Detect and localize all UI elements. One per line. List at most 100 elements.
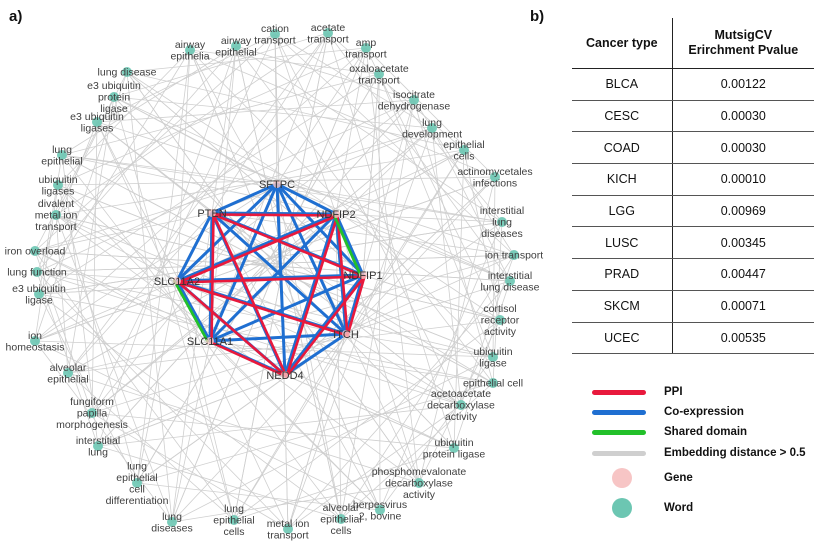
word-node xyxy=(51,210,61,220)
embedding-edge xyxy=(274,33,337,215)
embedding-edge xyxy=(171,356,494,523)
embedding-edge xyxy=(113,96,455,449)
word-node xyxy=(495,315,505,325)
pvalue-cell: 0.00535 xyxy=(672,322,814,355)
coexpression-edge xyxy=(210,211,338,216)
embedding-edge xyxy=(57,184,381,511)
word-label: cortisol receptor activity xyxy=(481,303,520,338)
embedding-edge xyxy=(96,121,213,214)
ppi-edge xyxy=(212,213,288,378)
table-row: KICH 0.00010 xyxy=(572,163,814,196)
coexpression-edge xyxy=(175,279,212,343)
word-node xyxy=(375,505,385,515)
word-label: iron overload xyxy=(5,246,66,258)
embedding-edge xyxy=(113,96,433,129)
embedding-edge xyxy=(176,280,235,521)
legend-label: Embedding distance > 0.5 xyxy=(664,447,806,459)
coexpression-edge xyxy=(208,182,279,343)
embedding-edge xyxy=(284,374,455,449)
word-label: metal ion transport xyxy=(267,518,310,542)
word-node xyxy=(109,92,119,102)
word-node xyxy=(488,352,498,362)
word-node xyxy=(449,443,459,453)
embedding-edge xyxy=(233,333,347,521)
table-row: CESC 0.00030 xyxy=(572,100,814,133)
embedding-edge xyxy=(189,49,494,358)
gene-label: NDFIP2 xyxy=(316,209,355,221)
gene-edges xyxy=(173,182,366,378)
header-pvalue-text: MutsigCV Erirchment Pvalue xyxy=(688,28,799,57)
embedding-edge xyxy=(91,412,289,530)
embedding-edge xyxy=(38,73,380,295)
ppi-edge xyxy=(346,275,366,337)
embedding-edge xyxy=(209,340,381,511)
ppi-edge xyxy=(210,213,215,344)
legend-line-swatch xyxy=(592,389,646,395)
word-label: ubiquitin ligases xyxy=(38,174,77,198)
embedding-edge xyxy=(55,214,173,523)
embedding-edge xyxy=(113,96,511,282)
word-node xyxy=(336,514,346,524)
embedding-edge xyxy=(171,340,211,523)
embedding-edge xyxy=(36,271,178,282)
embedding-edge xyxy=(57,49,191,186)
embedding-edge xyxy=(340,254,515,520)
embedding-edge xyxy=(34,212,213,252)
word-node xyxy=(270,29,280,39)
word-label: lung development xyxy=(402,117,462,141)
cancer-type-cell: UCEC xyxy=(572,322,673,355)
cancer-type-cell: CESC xyxy=(572,100,673,133)
embedding-edge xyxy=(211,32,329,214)
gene-label: NEDD4 xyxy=(266,370,303,382)
word-label: cation transport xyxy=(254,23,296,47)
embedding-edge xyxy=(97,45,237,447)
embedding-edge xyxy=(189,49,496,178)
embedding-edge xyxy=(113,96,278,185)
embedding-edge xyxy=(34,71,128,342)
embedding-edge xyxy=(378,73,381,511)
embedding-edge xyxy=(34,250,235,521)
word-node xyxy=(229,515,239,525)
coexpression-edge xyxy=(283,332,348,377)
embedding-edge xyxy=(34,127,433,252)
gene-node xyxy=(342,330,350,338)
embedding-edge xyxy=(38,293,342,520)
embedding-edge xyxy=(362,274,501,321)
word-label: fungiform papilla morphogenesis xyxy=(56,396,128,431)
table-row: BLCA 0.00122 xyxy=(572,68,814,101)
word-node xyxy=(323,28,333,38)
word-node xyxy=(505,276,515,286)
embedding-edge xyxy=(113,96,235,521)
gene-label: SLC11A1 xyxy=(187,336,233,348)
embedding-edge xyxy=(176,99,415,282)
word-label: ion transport xyxy=(485,250,543,262)
embedding-edge xyxy=(97,445,342,520)
word-node xyxy=(374,69,384,79)
legend-line-swatch xyxy=(592,429,646,435)
embedding-edge xyxy=(34,47,367,342)
embedding-edge xyxy=(345,149,465,335)
pvalue-cell: 0.00447 xyxy=(672,258,814,291)
embedding-edge xyxy=(55,214,501,321)
table-row: COAD 0.00030 xyxy=(572,131,814,165)
word-node xyxy=(509,250,519,260)
coexpression-edge xyxy=(175,211,214,283)
word-label: interstitial lung disease xyxy=(481,270,540,294)
embedding-edge xyxy=(67,340,211,374)
word-label: lung disease xyxy=(98,67,157,79)
coexpression-edge xyxy=(283,212,338,377)
embedding-edge xyxy=(126,71,364,276)
word-label: lung epithelial cell differentiation xyxy=(106,460,169,507)
embedding-edge xyxy=(176,49,191,282)
word-node xyxy=(361,43,371,53)
word-node xyxy=(34,289,44,299)
word-label: phosphomevalonate decarboxylase activity xyxy=(372,466,467,501)
embedding-edge xyxy=(55,214,347,335)
embedding-edge xyxy=(211,45,237,214)
pvalue-cell: 0.00030 xyxy=(672,131,814,165)
word-label: alveolar epithelial cells xyxy=(320,502,361,537)
cancer-type-cell: COAD xyxy=(572,131,673,165)
word-label: interstitial lung xyxy=(76,435,120,459)
embedding-edge xyxy=(136,482,381,511)
network-diagram: cation transport acetate transport amp transp… xyxy=(5,22,544,542)
